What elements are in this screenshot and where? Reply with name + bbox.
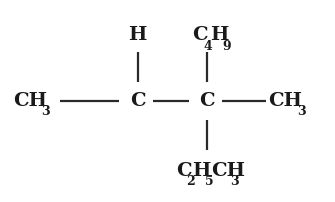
- Text: H: H: [210, 26, 228, 44]
- Text: C: C: [192, 26, 208, 44]
- Text: H: H: [192, 162, 211, 180]
- Text: 2: 2: [186, 175, 195, 188]
- Text: C: C: [176, 162, 191, 180]
- Text: CH: CH: [268, 92, 303, 110]
- Text: H: H: [128, 26, 147, 44]
- Text: 5: 5: [205, 175, 213, 188]
- Text: C: C: [130, 92, 145, 110]
- Text: C: C: [200, 92, 215, 110]
- Text: 3: 3: [297, 105, 306, 118]
- Text: CH: CH: [211, 162, 245, 180]
- Text: 3: 3: [41, 105, 50, 118]
- Text: CH: CH: [13, 92, 47, 110]
- Text: 3: 3: [230, 175, 239, 188]
- Text: 4: 4: [203, 40, 212, 53]
- Text: 9: 9: [222, 40, 230, 53]
